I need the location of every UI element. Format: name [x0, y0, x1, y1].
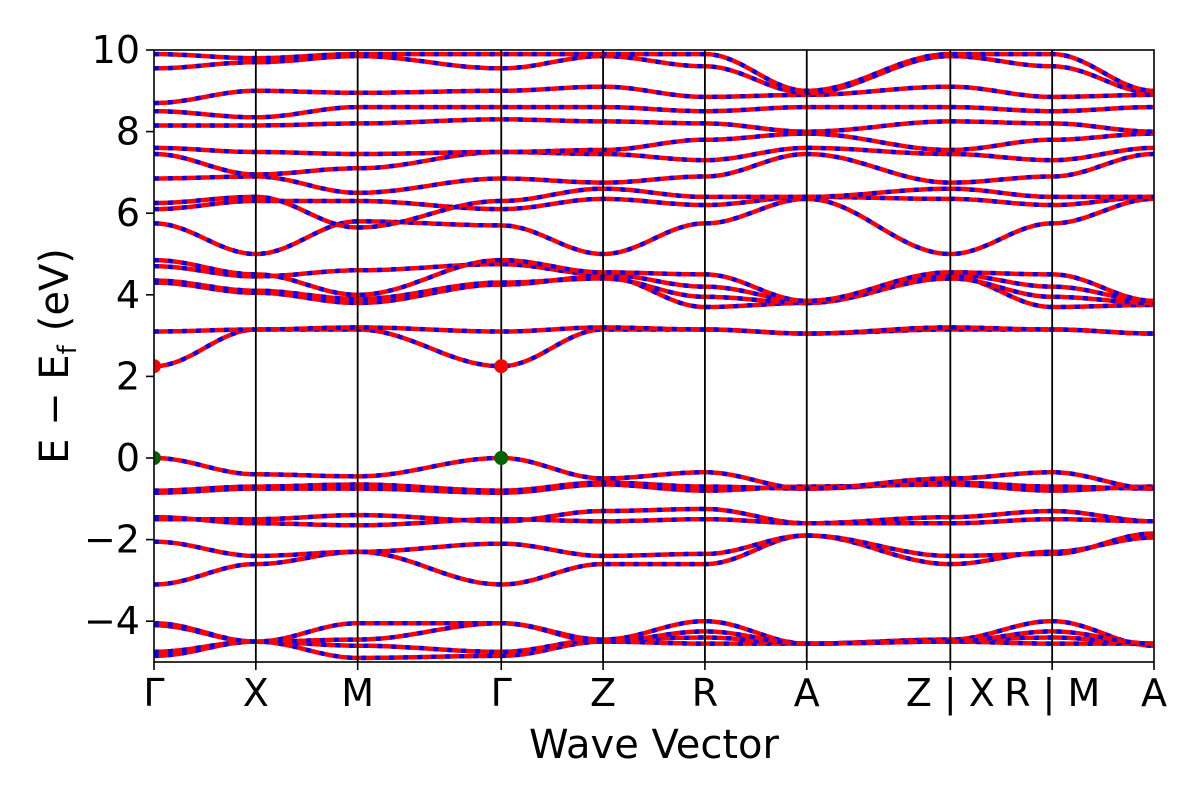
y-tick-label-7: 10	[92, 28, 140, 72]
band-3-spin-down	[154, 620, 1154, 646]
band-15-spin-down	[154, 261, 1154, 304]
band-12-spin-up	[154, 325, 1154, 336]
band-5-spin-up	[154, 531, 1154, 559]
band-11-spin-down	[154, 327, 1154, 369]
y-axis-label-main: E − E	[32, 354, 78, 464]
band-20-spin-down	[154, 151, 1154, 196]
band-18-spin-up	[154, 194, 1154, 212]
bands-layer	[154, 51, 1154, 661]
band-24-spin-up	[154, 104, 1154, 120]
band-22-spin-up	[154, 131, 1154, 157]
x-tick-label-0: Γ	[143, 671, 164, 715]
x-tick-label-1: X	[243, 671, 269, 715]
band-4-spin-up	[154, 533, 1154, 587]
vbm-marker-2	[154, 451, 161, 465]
band-19-spin-up	[154, 186, 1154, 230]
y-tick-label-1: −2	[84, 518, 140, 562]
band-0-spin-down	[154, 639, 1154, 661]
y-axis-ticks: −4 −2 0 2 4 6 8 10	[84, 28, 154, 643]
cbm-marker-0	[154, 359, 161, 374]
band-26-spin-up	[154, 53, 1154, 96]
y-tick-label-6: 8	[116, 110, 140, 154]
band-4-spin-down	[154, 533, 1154, 587]
band-17-spin-up	[154, 196, 1154, 257]
y-tick-label-2: 0	[116, 436, 140, 480]
band-19-spin-down	[154, 186, 1154, 230]
band-25-spin-down	[154, 84, 1154, 106]
x-tick-label-3: Γ	[491, 671, 512, 715]
y-axis-label-unit: (eV)	[32, 248, 78, 331]
plot-frame	[153, 49, 1155, 663]
x-tick-label-9: A	[1141, 671, 1167, 715]
band-27-spin-up	[154, 51, 1154, 94]
band-16-spin-down	[154, 257, 1154, 304]
y-axis-label: E − Ef (eV)	[32, 248, 83, 464]
x-tick-label-4: Z	[590, 671, 616, 715]
band-25-spin-up	[154, 84, 1154, 106]
x-tick-label-2: M	[341, 671, 374, 715]
band-23-spin-up	[154, 117, 1154, 134]
band-9-spin-up	[154, 480, 1154, 493]
band-11-spin-up	[154, 327, 1154, 369]
vbm-marker-3	[494, 451, 509, 465]
cbm-marker-1	[494, 359, 509, 374]
band-2-spin-down	[154, 618, 1154, 648]
band-7-spin-up	[154, 514, 1154, 528]
y-tick-label-5: 6	[116, 191, 140, 235]
x-axis-label: Wave Vector	[529, 722, 780, 768]
band-14-spin-down	[154, 276, 1154, 306]
y-axis-label-subscript: f	[53, 344, 83, 354]
y-tick-label-4: 4	[116, 273, 140, 317]
band-13-spin-down	[154, 274, 1154, 310]
band-17-spin-down	[154, 196, 1154, 257]
band-10-spin-down	[154, 455, 1154, 491]
x-tick-label-5: R	[692, 671, 718, 715]
y-tick-label-0: −4	[84, 599, 140, 643]
x-tick-label-7: Z | X	[906, 671, 995, 716]
band-8-spin-up	[154, 482, 1154, 495]
x-tick-label-8: R | M	[1004, 671, 1100, 716]
band-6-spin-up	[154, 506, 1154, 526]
band-edge-markers	[154, 359, 509, 465]
band-21-spin-down	[154, 145, 1154, 177]
y-tick-label-3: 2	[116, 354, 140, 398]
high-symmetry-lines	[254, 50, 1054, 662]
x-tick-label-6: A	[794, 671, 820, 715]
